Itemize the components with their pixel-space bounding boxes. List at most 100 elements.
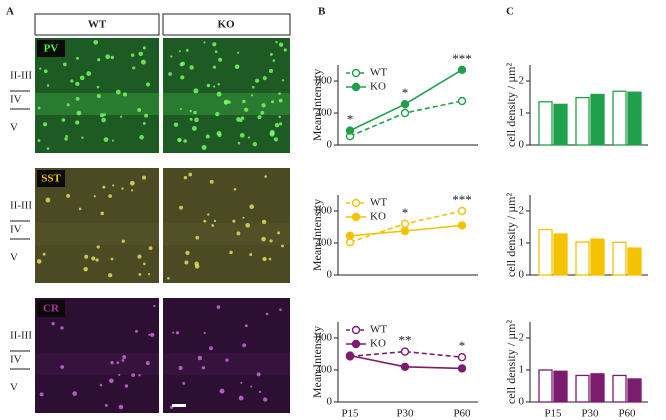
- cell: [268, 257, 272, 261]
- cell: [65, 135, 68, 138]
- cell: [252, 142, 258, 147]
- legend-label: KO: [370, 338, 386, 350]
- cell: [37, 139, 41, 142]
- cell: [249, 253, 253, 257]
- cell: [72, 391, 78, 396]
- y-tick-label: 1: [519, 107, 525, 119]
- cell: [189, 117, 193, 121]
- legend-label: WT: [370, 67, 387, 79]
- cell: [201, 144, 207, 150]
- marker-box: [37, 40, 65, 57]
- cell: [75, 96, 80, 101]
- cell: [150, 332, 155, 338]
- y-tick-label: 2: [519, 332, 525, 344]
- cell: [103, 137, 109, 142]
- bar: [590, 93, 605, 146]
- cell: [61, 118, 66, 122]
- cell: [142, 175, 147, 180]
- cell: [260, 110, 265, 115]
- cell: [254, 78, 260, 83]
- cell: [116, 361, 120, 365]
- cell: [93, 195, 96, 198]
- bar: [538, 369, 553, 403]
- bar: [553, 370, 568, 403]
- cell: [142, 46, 146, 50]
- cell: [101, 117, 106, 123]
- cell: [203, 219, 207, 223]
- cell: [130, 53, 135, 57]
- data-point: [400, 362, 410, 371]
- cell: [206, 83, 211, 88]
- bar: [627, 378, 642, 403]
- cell: [96, 245, 100, 249]
- y-tick-label: 0: [327, 139, 333, 151]
- cell: [138, 374, 141, 377]
- cell: [263, 397, 268, 402]
- cell: [211, 224, 215, 227]
- bar: [553, 233, 568, 276]
- cell: [79, 75, 85, 81]
- cell: [229, 250, 233, 255]
- cell: [148, 246, 153, 251]
- cell: [148, 333, 151, 336]
- cell: [167, 276, 170, 280]
- cell: [178, 365, 183, 371]
- panel-label: A: [6, 6, 14, 18]
- cell: [188, 172, 193, 177]
- cell: [118, 404, 124, 410]
- cell: [184, 260, 189, 265]
- cell: [212, 65, 217, 69]
- cell: [97, 58, 101, 62]
- cell: [225, 358, 229, 362]
- cell: [179, 205, 184, 210]
- significance: *: [402, 205, 409, 220]
- cell: [121, 239, 125, 243]
- cell: [99, 383, 103, 387]
- cell: [278, 42, 284, 47]
- cell: [179, 62, 184, 67]
- cell: [168, 72, 172, 76]
- cell: [203, 41, 206, 44]
- cell: [271, 100, 275, 104]
- cell: [201, 366, 206, 370]
- cell: [262, 76, 267, 81]
- cell: [110, 361, 114, 365]
- layer-label: V: [10, 252, 18, 264]
- cell: [121, 187, 124, 190]
- column-header-box: [34, 13, 160, 36]
- cell: [205, 134, 210, 139]
- cell: [182, 381, 186, 385]
- cell: [215, 111, 220, 117]
- cell: [281, 79, 285, 82]
- cell: [81, 136, 84, 139]
- bar: [575, 374, 590, 403]
- cell: [214, 50, 218, 54]
- cell: [76, 56, 79, 60]
- cell: [185, 250, 190, 255]
- cell: [227, 100, 231, 104]
- cell: [213, 219, 217, 223]
- data-point: [400, 99, 410, 109]
- cell: [278, 92, 281, 95]
- data-point: [400, 108, 410, 118]
- cell: [153, 304, 156, 308]
- x-tick-label: P15: [341, 408, 359, 420]
- cell: [209, 346, 213, 351]
- cell: [247, 136, 250, 139]
- y-tick-label: 0: [327, 269, 333, 281]
- cell: [265, 312, 269, 316]
- data-point: [457, 221, 467, 230]
- cell: [42, 252, 46, 256]
- cell: [273, 137, 278, 142]
- legend-marker: [351, 325, 361, 335]
- cell: [237, 141, 241, 145]
- marker-label: PV: [44, 43, 59, 55]
- cell: [112, 184, 115, 187]
- bar: [538, 101, 553, 146]
- y-tick-label: 800: [316, 205, 333, 217]
- cell: [279, 308, 282, 312]
- y-tick-label: 400: [316, 107, 333, 119]
- cell: [193, 110, 197, 115]
- data-point: [457, 206, 467, 216]
- cell: [95, 258, 99, 262]
